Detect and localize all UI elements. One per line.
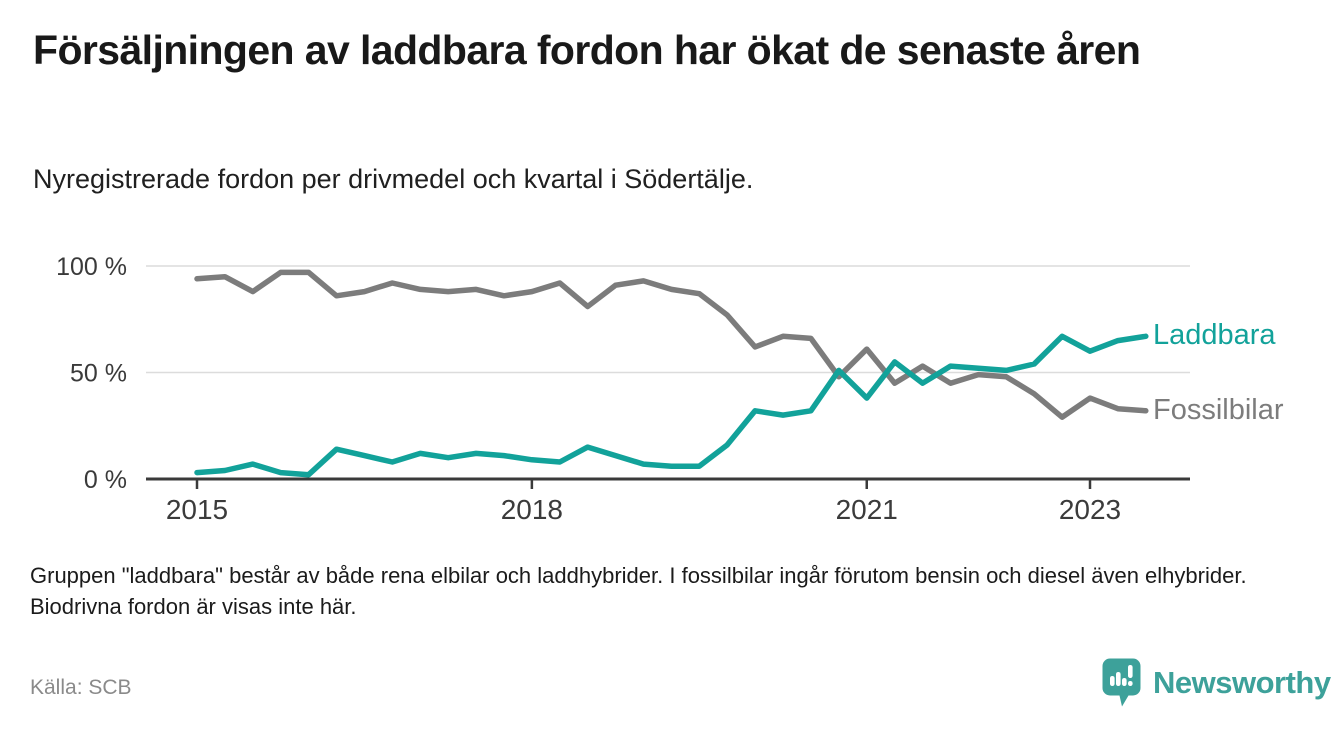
x-axis-label-2023: 2023 <box>1059 494 1121 525</box>
y-axis-label-100: 100 % <box>56 253 127 281</box>
series-line-laddbara <box>194 333 1149 478</box>
x-axis-label-2018: 2018 <box>501 494 563 525</box>
line-chart: 100 % 50 % 0 % 2015 2018 2021 2023 <box>56 253 1190 525</box>
newsworthy-logo: Newsworthy <box>1101 657 1331 708</box>
source-note: Källa: SCB <box>30 676 132 699</box>
newsworthy-icon <box>1102 658 1141 707</box>
series-label-fossilbilar: Fossilbilar <box>1153 394 1284 426</box>
x-axis-label-2021: 2021 <box>836 494 898 525</box>
chart-footnote: Gruppen "laddbara" består av både rena e… <box>30 563 1247 619</box>
chart-title: Försäljningen av laddbara fordon har öka… <box>33 27 1141 73</box>
y-axis-label-50: 50 % <box>70 360 127 388</box>
chart-subtitle: Nyregistrerade fordon per drivmedel och … <box>33 164 754 194</box>
y-axis-label-0: 0 % <box>84 466 127 494</box>
newsworthy-logo-text: Newsworthy <box>1153 664 1331 700</box>
series-line-fossilbilar <box>194 269 1149 420</box>
x-axis-label-2015: 2015 <box>166 494 228 525</box>
series-label-laddbara: Laddbara <box>1153 319 1276 351</box>
